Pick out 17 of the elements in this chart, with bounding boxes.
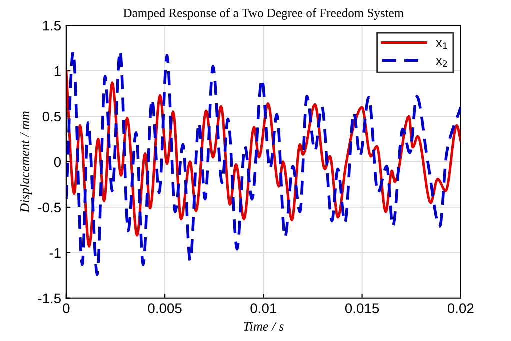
y-tick-label: -1.5 bbox=[38, 294, 61, 304]
legend-label: x$_{2}$ bbox=[436, 58, 448, 68]
x-axis-title: Time / s bbox=[244, 322, 284, 332]
y-tick-label: -0.5 bbox=[38, 202, 61, 213]
y-tick-label: 0.5 bbox=[42, 112, 61, 122]
chart-title: Damped Response of a Two Degree of Freedom System bbox=[124, 8, 404, 20]
x-tick-label: 0.01 bbox=[250, 304, 277, 314]
x-tick-label: 0.02 bbox=[448, 304, 474, 314]
y-tick-label: 1.5 bbox=[43, 21, 61, 31]
x-tick-label: 0.015 bbox=[345, 304, 380, 314]
legend-label: x$_{1}$ bbox=[436, 40, 448, 50]
y-axis-title: Displacement / mm bbox=[20, 112, 32, 214]
x-tick-label: 0.005 bbox=[148, 304, 182, 314]
y-tick-label: -1 bbox=[50, 248, 61, 258]
y-tick-label: 1 bbox=[54, 66, 61, 76]
y-tick-label: 0 bbox=[54, 157, 62, 168]
x-tick-label: 0 bbox=[63, 304, 70, 314]
